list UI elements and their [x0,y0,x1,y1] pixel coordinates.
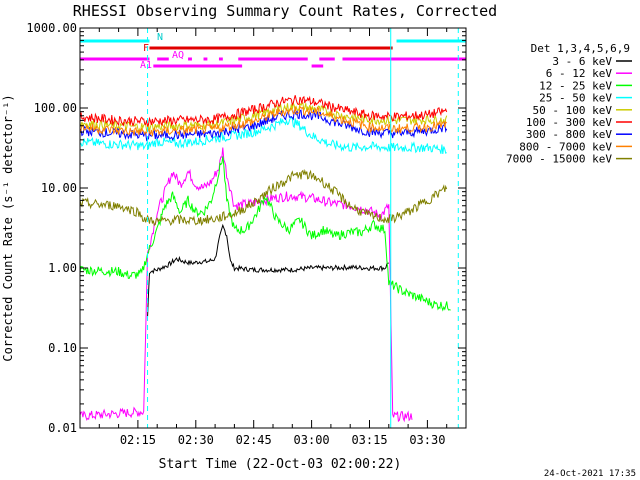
flag-label-a1: A1 [140,60,152,71]
series-line-1 [79,147,413,423]
legend-label-3: 25 - 50 keV [539,92,612,105]
legend-label-1: 6 - 12 keV [546,67,613,80]
series-line-5 [79,95,448,128]
legend-label-6: 300 - 800 keV [526,128,612,141]
y-tick-label: 100.00 [34,101,77,115]
series-line-0 [147,223,389,317]
x-tick-label: 03:15 [351,433,387,447]
flag-label-aq: AQ [172,50,184,61]
legend-label-5: 100 - 300 keV [526,116,612,129]
y-tick-label: 0.01 [48,421,77,435]
footer-timestamp: 24-Oct-2021 17:35 [544,469,636,479]
y-axis-label: Corrected Count Rate (s⁻¹ detector⁻¹) [1,94,15,361]
series-line-6 [79,109,448,142]
legend-label-2: 12 - 25 keV [539,79,612,92]
series-line-8 [79,168,448,227]
legend-label-7: 800 - 7000 keV [519,140,612,153]
x-tick-label: 02:45 [236,433,272,447]
series-line-2 [79,156,451,312]
flag-label-f: F [143,43,149,54]
legend-label-4: 50 - 100 keV [533,104,613,117]
x-tick-label: 02:15 [120,433,156,447]
legend-label-0: 3 - 6 keV [552,55,612,68]
x-tick-label: 02:30 [178,433,214,447]
y-tick-label: 1.00 [48,261,77,275]
x-axis-label: Start Time (22-Oct-03 02:00:22) [159,457,402,472]
x-tick-label: 03:30 [409,433,445,447]
series-line-4 [79,101,448,133]
legend-label-8: 7000 - 15000 keV [506,153,612,166]
y-tick-label: 0.10 [48,341,77,355]
series-line-3 [79,116,447,154]
plot-frame [79,27,467,429]
legend-title: Det 1,3,4,5,6,9 [531,42,630,55]
x-tick-label: 03:00 [294,433,330,447]
series-line-7 [79,105,448,137]
flag-label-n: N [157,32,163,43]
chart-title: RHESSI Observing Summary Count Rates, Co… [73,2,497,20]
y-tick-label: 10.00 [41,181,77,195]
y-tick-label: 1000.00 [26,21,77,35]
